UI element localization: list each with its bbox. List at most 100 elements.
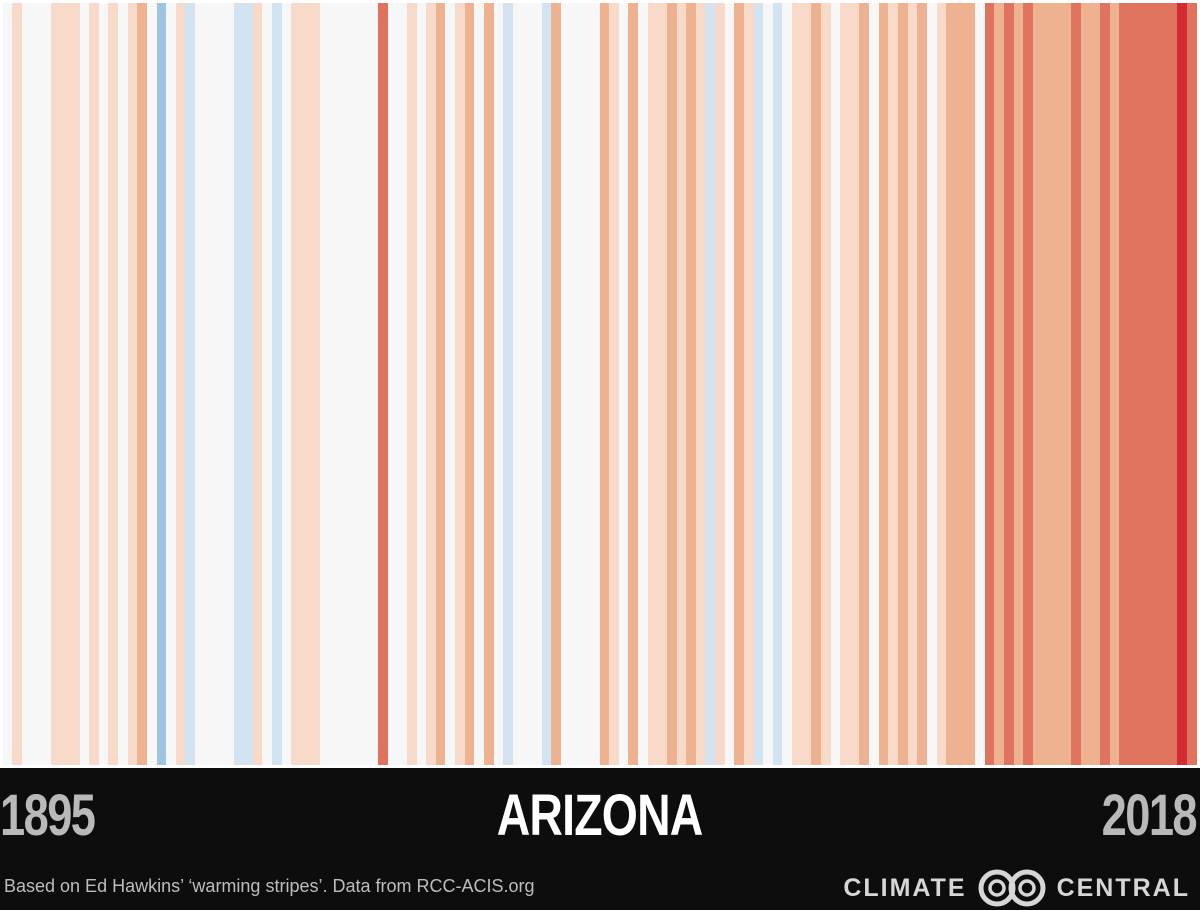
- stripe-1973: [754, 3, 764, 765]
- stripe-1931: [349, 3, 360, 765]
- stripe-1989: [908, 3, 918, 765]
- stripe-1944: [474, 3, 485, 765]
- stripe-2007: [1081, 3, 1092, 765]
- stripe-1896: [12, 3, 23, 765]
- stripe-2004: [1052, 3, 1063, 765]
- stripe-1918: [224, 3, 235, 765]
- end-year-label: 2018: [1101, 783, 1198, 848]
- stripe-1981: [831, 3, 841, 765]
- stripe-2010: [1110, 3, 1120, 765]
- stripes-plot-area: [3, 3, 1197, 765]
- stripe-1938: [417, 3, 427, 765]
- data-credit: Based on Ed Hawkins’ ‘warming stripes’. …: [4, 876, 535, 896]
- stripe-1979: [811, 3, 822, 765]
- stripe-1946: [494, 3, 504, 765]
- stripe-1898: [31, 3, 42, 765]
- stripe-1964: [667, 3, 678, 765]
- stripe-2017: [1177, 3, 1188, 765]
- stripe-1980: [821, 3, 832, 765]
- stripe-1965: [677, 3, 687, 765]
- stripe-1922: [262, 3, 273, 765]
- warming-stripes-chart: [0, 0, 1200, 768]
- stripe-1911: [157, 3, 167, 765]
- stripe-1913: [176, 3, 186, 765]
- stripe-1923: [272, 3, 283, 765]
- stripe-2003: [1042, 3, 1053, 765]
- stripe-2016: [1168, 3, 1178, 765]
- stripe-1935: [388, 3, 398, 765]
- stripe-1928: [320, 3, 331, 765]
- stripe-1994: [956, 3, 966, 765]
- stripe-1907: [118, 3, 129, 765]
- stripe-1908: [128, 3, 138, 765]
- stripe-1957: [600, 3, 610, 765]
- stripe-1942: [455, 3, 466, 765]
- stripe-1970: [725, 3, 735, 765]
- start-year-label: 1895: [0, 783, 96, 848]
- stripe-1961: [638, 3, 649, 765]
- stripe-2006: [1071, 3, 1082, 765]
- stripe-1995: [965, 3, 976, 765]
- stripe-1951: [542, 3, 552, 765]
- stripe-1940: [436, 3, 446, 765]
- stripe-1962: [648, 3, 658, 765]
- stripe-1997: [985, 3, 995, 765]
- stripe-1993: [946, 3, 957, 765]
- stripe-1906: [108, 3, 119, 765]
- stripe-1958: [609, 3, 620, 765]
- stripe-1987: [888, 3, 899, 765]
- stripe-1959: [619, 3, 629, 765]
- stripe-1905: [99, 3, 109, 765]
- stripe-1954: [571, 3, 581, 765]
- stripe-2012: [1129, 3, 1140, 765]
- stripe-1996: [975, 3, 986, 765]
- stripe-1929: [330, 3, 341, 765]
- stripe-1925: [291, 3, 302, 765]
- stripe-1904: [89, 3, 100, 765]
- stripe-1982: [840, 3, 851, 765]
- brand-word-right: CENTRAL: [1056, 873, 1190, 902]
- stripe-1920: [243, 3, 254, 765]
- stripe-1983: [850, 3, 860, 765]
- stripe-2008: [1091, 3, 1101, 765]
- stripe-1927: [311, 3, 321, 765]
- stripe-1969: [715, 3, 726, 765]
- stripe-1949: [522, 3, 533, 765]
- stripe-1956: [590, 3, 601, 765]
- stripe-1914: [185, 3, 196, 765]
- stripe-1968: [705, 3, 716, 765]
- stripe-1988: [898, 3, 909, 765]
- stripe-1966: [686, 3, 697, 765]
- stripe-1945: [484, 3, 495, 765]
- stripe-1903: [80, 3, 90, 765]
- stripe-1972: [744, 3, 755, 765]
- stripe-1971: [734, 3, 745, 765]
- stripe-2009: [1100, 3, 1111, 765]
- stripe-1921: [253, 3, 263, 765]
- stripe-1955: [580, 3, 591, 765]
- stripe-1909: [137, 3, 148, 765]
- stripe-1991: [927, 3, 938, 765]
- climate-central-logo-icon: [978, 869, 1046, 907]
- stripe-1899: [41, 3, 52, 765]
- stripe-1915: [195, 3, 206, 765]
- stripe-1919: [234, 3, 244, 765]
- stripe-1916: [205, 3, 215, 765]
- stripe-1950: [532, 3, 543, 765]
- stripe-1897: [22, 3, 32, 765]
- stripe-2011: [1119, 3, 1130, 765]
- stripe-1992: [937, 3, 947, 765]
- stripe-1990: [917, 3, 928, 765]
- stripe-2000: [1014, 3, 1024, 765]
- stripe-1960: [628, 3, 639, 765]
- stripe-1924: [282, 3, 292, 765]
- stripe-1902: [70, 3, 81, 765]
- stripe-1933: [368, 3, 379, 765]
- brand-logo: CLIMATE CENTRAL: [843, 868, 1190, 908]
- stripe-2002: [1033, 3, 1043, 765]
- stripe-1947: [503, 3, 514, 765]
- stripe-1932: [359, 3, 369, 765]
- stripe-1998: [994, 3, 1005, 765]
- stripe-1936: [397, 3, 408, 765]
- stripe-1963: [657, 3, 668, 765]
